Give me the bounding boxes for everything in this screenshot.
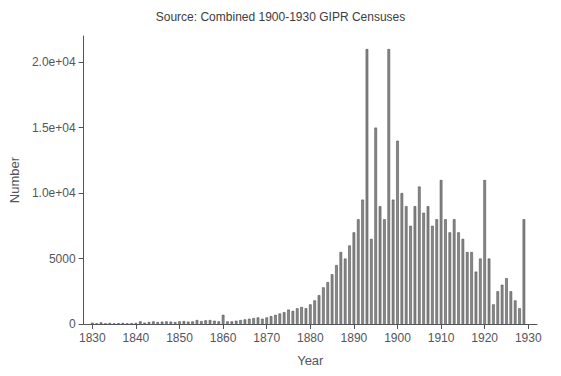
svg-text:1830: 1830 [79, 331, 106, 345]
svg-text:0: 0 [69, 317, 76, 331]
svg-text:1910: 1910 [428, 331, 455, 345]
svg-text:2.0e+04: 2.0e+04 [32, 55, 76, 69]
svg-text:Year: Year [297, 353, 324, 368]
svg-text:1920: 1920 [471, 331, 498, 345]
svg-text:1870: 1870 [253, 331, 280, 345]
svg-text:1900: 1900 [384, 331, 411, 345]
svg-text:1.5e+04: 1.5e+04 [32, 121, 76, 135]
svg-text:1850: 1850 [166, 331, 193, 345]
svg-text:1860: 1860 [210, 331, 237, 345]
svg-text:Source: Combined 1900-1930 GIP: Source: Combined 1900-1930 GIPR Censuses [156, 10, 405, 24]
svg-text:1.0e+04: 1.0e+04 [32, 186, 76, 200]
svg-text:Number: Number [7, 156, 22, 203]
svg-text:1840: 1840 [123, 331, 150, 345]
svg-text:5000: 5000 [49, 252, 76, 266]
svg-text:1890: 1890 [341, 331, 368, 345]
svg-text:1880: 1880 [297, 331, 324, 345]
svg-text:1930: 1930 [515, 331, 542, 345]
